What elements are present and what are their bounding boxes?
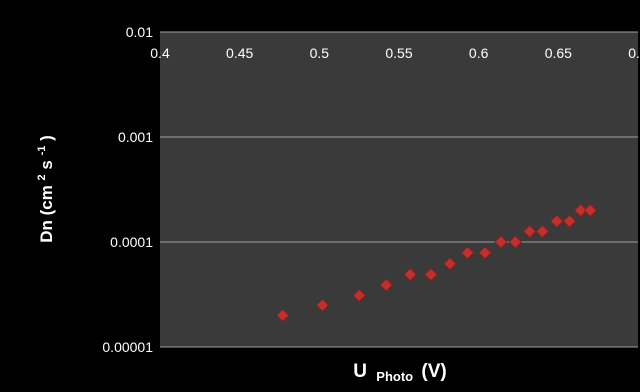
y-tick-label: 0.00001 bbox=[102, 339, 153, 355]
data-point-marker bbox=[443, 257, 457, 271]
grid-lines bbox=[160, 31, 638, 348]
x-axis-title-unit: (V) bbox=[421, 361, 446, 382]
data-point-marker bbox=[535, 224, 549, 239]
data-point-marker bbox=[508, 235, 522, 249]
data-point-marker bbox=[460, 246, 475, 260]
x-tick-label: 0.4 bbox=[150, 45, 170, 61]
x-tick-label: 0.6 bbox=[469, 45, 489, 61]
data-point-marker bbox=[478, 246, 492, 260]
x-tick-label: 0.55 bbox=[385, 45, 412, 61]
y-axis-title-superscript-1: 2 bbox=[36, 174, 48, 180]
x-tick-label: 0.45 bbox=[226, 45, 253, 61]
y-axis-title-superscript-2: -1 bbox=[36, 146, 48, 156]
data-point-marker bbox=[379, 278, 393, 292]
data-point-marker bbox=[583, 203, 597, 217]
x-tick-label: 0.65 bbox=[545, 45, 572, 61]
x-axis-title: U Photo (V) bbox=[353, 361, 446, 386]
x-axis-title-subscript: Photo bbox=[376, 369, 413, 384]
data-points bbox=[276, 203, 597, 322]
data-point-marker bbox=[494, 235, 508, 249]
y-axis-title-main: Dn (cm bbox=[37, 185, 56, 243]
plot-area bbox=[160, 32, 638, 347]
data-point-marker bbox=[424, 267, 438, 282]
data-point-marker bbox=[550, 214, 564, 228]
data-point-marker bbox=[562, 214, 577, 228]
data-point-marker bbox=[403, 267, 417, 282]
y-axis-ticks: 0.01 0.001 0.0001 0.00001 bbox=[102, 24, 153, 355]
data-point-marker bbox=[352, 288, 366, 302]
y-axis-title-end: ) bbox=[37, 135, 56, 141]
x-tick-label: 0.5 bbox=[310, 45, 330, 61]
y-axis-title: Dn (cm 2 s -1 ) bbox=[30, 135, 56, 243]
x-tick-label: 0.7 bbox=[628, 45, 640, 61]
y-tick-label: 0.001 bbox=[118, 129, 153, 145]
y-axis-title-mid: s bbox=[37, 160, 56, 169]
data-point-marker bbox=[574, 203, 588, 217]
data-point-marker bbox=[315, 298, 330, 312]
data-point-marker bbox=[523, 224, 537, 239]
data-point-marker bbox=[276, 308, 290, 322]
x-axis-title-main: U bbox=[353, 361, 367, 382]
y-tick-label: 0.01 bbox=[126, 24, 153, 40]
y-tick-label: 0.0001 bbox=[110, 234, 153, 250]
x-axis-ticks: 0.4 0.45 0.5 0.55 0.6 0.65 0.7 bbox=[150, 45, 640, 61]
